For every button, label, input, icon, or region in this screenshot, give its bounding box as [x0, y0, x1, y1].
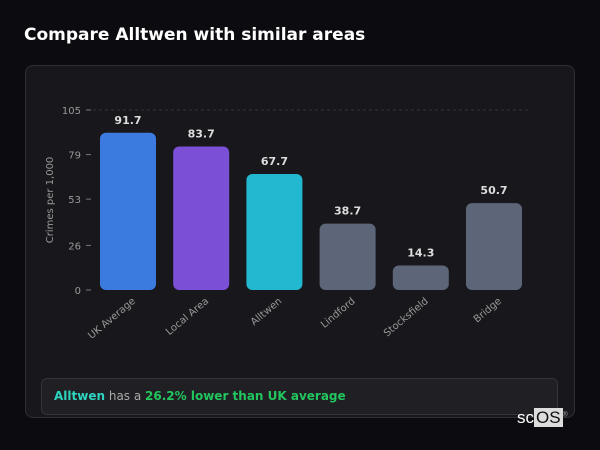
y-tick-label: 79: [68, 151, 81, 162]
y-tick-label: 26: [68, 241, 81, 252]
data-label: 83.7: [188, 128, 215, 141]
x-tick-label: UK Average: [86, 296, 138, 342]
x-tick-label: Alltwen: [249, 296, 284, 328]
bar-local-area: [173, 146, 230, 290]
y-axis-label: Crimes per 1,000: [45, 157, 56, 244]
summary-text: has a: [105, 389, 146, 403]
x-tick-label: Lindford: [319, 296, 357, 331]
x-tick-label: Bridge: [472, 296, 504, 325]
y-tick-label: 53: [68, 195, 81, 206]
data-label: 91.7: [114, 114, 141, 127]
page-title: Compare Alltwen with similar areas: [24, 25, 366, 45]
summary-box: Alltwen has a 26.2% lower than UK averag…: [41, 378, 558, 415]
y-tick-label: 0: [75, 286, 81, 297]
bar-bridge: [466, 203, 522, 290]
x-tick-label: Local Area: [164, 296, 211, 338]
data-label: 14.3: [407, 246, 434, 259]
bar-uk-average: [100, 132, 156, 290]
data-label: 67.7: [261, 155, 288, 168]
summary-comparison: 26.2% lower than UK average: [145, 389, 346, 403]
data-label: 38.7: [334, 205, 361, 218]
scos-logo: sc OS ®: [517, 408, 568, 427]
y-tick-label: 105: [62, 106, 81, 117]
x-tick-label: Stocksfield: [382, 296, 431, 339]
bar-stocksfield: [392, 265, 449, 290]
summary-area: Alltwen: [54, 389, 106, 403]
bar-alltwen: [246, 173, 303, 290]
data-label: 50.7: [480, 184, 507, 197]
bar-lindford: [319, 223, 376, 290]
